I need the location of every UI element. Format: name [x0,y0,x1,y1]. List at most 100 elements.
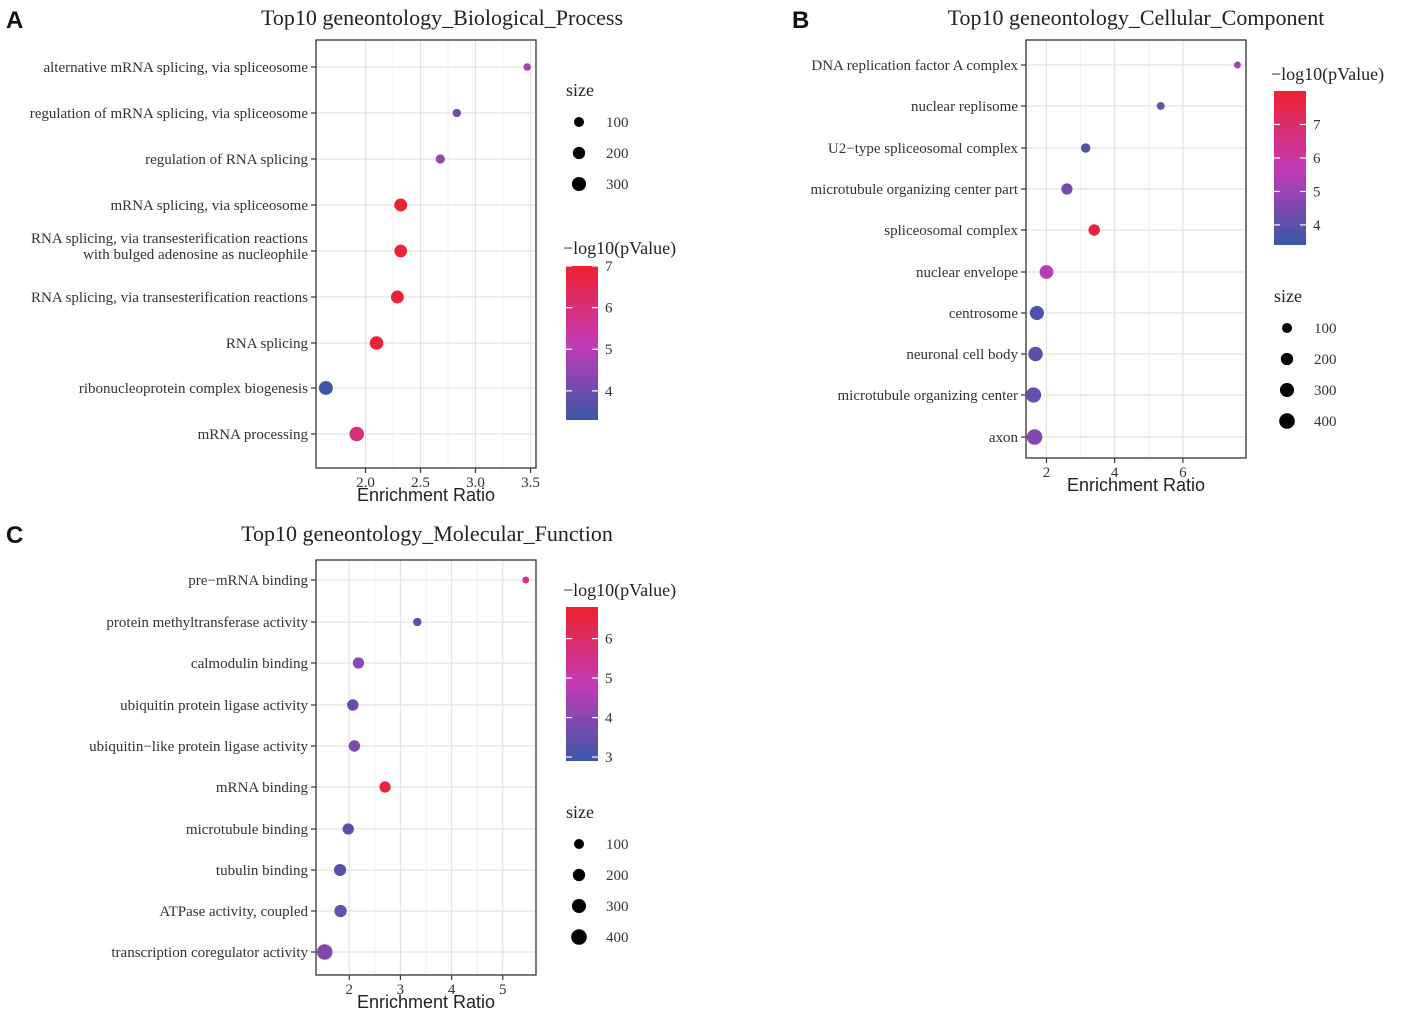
size-legend-key [571,898,587,914]
size-legend-label: 200 [606,146,629,162]
gridlines [316,40,536,468]
colorbar [566,266,598,420]
plot-border [315,559,537,976]
data-point [1080,143,1091,153]
colorbar-label: 7 [1313,117,1321,133]
size-legend-key [1279,413,1295,429]
data-point [1028,346,1043,362]
y-tick-label: tubulin binding [216,863,309,879]
x-axis-label: Enrichment Ratio [357,992,495,1012]
y-tick-label: nuclear replisome [911,99,1018,115]
y-tick-label: calmodulin binding [191,656,309,672]
colorbar-label: 5 [1313,184,1321,200]
x-tick-label: 4 [448,982,456,998]
data-point [334,904,347,918]
size-legend-label: 400 [606,930,629,946]
colorbar-label: 3 [605,750,613,766]
data-point [394,244,408,258]
x-axis-label: Enrichment Ratio [357,485,495,505]
data-point [347,699,359,711]
y-tick-label: centrosome [949,306,1018,322]
y-tick-label: ribonucleoprotein complex biogenesis [79,381,308,397]
gridlines [1026,40,1246,458]
data-point [452,108,461,118]
data-point [1088,224,1100,236]
colorbar-label: 6 [605,632,613,648]
data-point [413,617,422,627]
size-legend-key [1280,352,1294,366]
size-legend-key [574,117,584,127]
x-tick-label: 2.0 [356,475,375,491]
size-legend-key [1279,382,1295,398]
panel-label: A [6,7,23,34]
size-legend-title: size [566,80,594,100]
colorbar-label: 4 [605,384,613,400]
y-tick-label: ubiquitin−like protein ligase activity [89,739,308,755]
data-point [349,426,364,442]
size-legend-title: size [566,802,594,822]
y-tick-label: protein methyltransferase activity [106,615,308,631]
y-tick-label: microtubule binding [186,822,309,838]
data-point [1026,429,1043,445]
data-point [316,944,333,960]
plot-border [1025,39,1247,459]
colorbar-label: 4 [1313,218,1321,234]
size-legend-label: 200 [1314,352,1337,368]
data-point [1156,102,1165,110]
y-tick-label: spliceosomal complex [884,223,1018,239]
data-point [379,781,391,793]
size-legend-title: size [1274,286,1302,306]
panel-label: B [792,7,809,34]
chart-title: Top10 geneontology_Biological_Process [261,5,623,30]
x-tick-label: 3.5 [521,475,540,491]
x-tick-label: 3.0 [466,475,485,491]
color-legend: −log10(pValue) 6 5 4 3 [563,580,676,766]
y-tick-label: axon [989,430,1019,446]
size-legend-label: 200 [606,868,629,884]
colorbar [1274,91,1306,245]
y-tick-label: neuronal cell body [906,347,1018,363]
colorbar-label: 5 [605,342,613,358]
x-tick-label: 2 [1043,465,1051,481]
size-legend-label: 100 [606,115,629,131]
y-tick-label: RNA splicing, via transesterification re… [31,231,308,263]
color-legend-title: −log10(pValue) [563,238,676,259]
x-tick-label: 6 [1179,465,1187,481]
chart-title: Top10 geneontology_Cellular_Component [948,5,1325,30]
panel-c: C Top10 geneontology_Molecular_Functionpr… [6,521,676,1012]
panel-label: C [6,522,23,549]
panel-a: A Top10 geneontology_Biological_Processal… [6,5,676,505]
x-tick-label: 3 [397,982,405,998]
data-point [333,863,347,877]
data-point [1025,387,1042,403]
y-tick-label: DNA replication factor A complex [811,58,1018,74]
data-point [1039,265,1054,279]
data-point [342,823,354,835]
color-legend: −log10(pValue) 7 6 5 4 [1271,64,1384,245]
y-tick-label: microtubule organizing center part [810,182,1018,198]
y-tick-label: RNA splicing, via transesterification re… [31,290,308,306]
data-point [1029,305,1044,321]
data-point [435,154,445,164]
y-tick-label: U2−type spliceosomal complex [828,141,1019,157]
color-legend-title: −log10(pValue) [1271,64,1384,85]
size-legend: size 100 200 300 [566,80,629,193]
colorbar-label: 6 [605,301,613,317]
colorbar-label: 6 [1313,151,1321,167]
size-legend-key [571,929,587,945]
size-legend-key [572,868,586,882]
gridlines [316,560,536,975]
size-legend-label: 400 [1314,414,1337,430]
y-tick-label: microtubule organizing center [838,388,1019,404]
y-tick-label: RNA splicing [226,336,309,352]
data-point [1234,61,1241,69]
panel-b: B Top10 geneontology_Cellular_Component DN… [792,5,1384,495]
data-point [390,290,404,304]
data-point [369,336,384,350]
size-legend-key [574,839,584,849]
data-point [318,381,333,395]
y-tick-label: mRNA splicing, via spliceosome [111,198,309,214]
x-tick-label: 2 [346,982,354,998]
size-legend-key [571,176,587,192]
